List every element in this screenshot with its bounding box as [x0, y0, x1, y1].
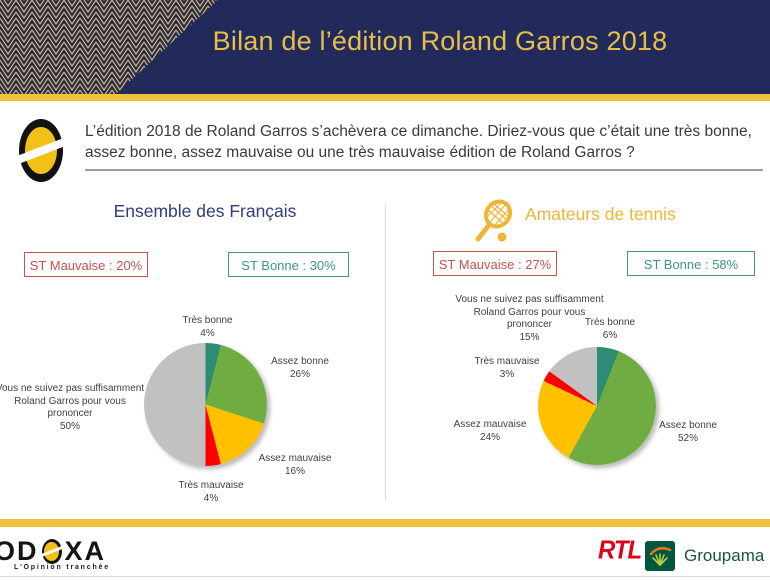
- pie-label-ne-suivez-pas: Vous ne suivez pas suffisamment Roland G…: [0, 383, 145, 432]
- pie-label-assez-mauvaise: Assez mauvaise 16%: [258, 453, 332, 477]
- panel-title-ensemble: Ensemble des Français: [113, 201, 297, 221]
- pie-label-ne-suivez-pas-2: Vous ne suivez pas suffisamment Roland G…: [455, 294, 604, 343]
- odoxa-logo-text-left: OD: [0, 536, 39, 566]
- pie-chart-amateurs: [538, 347, 656, 465]
- st-bonne-badge-amateurs: ST Bonne : 58%: [627, 251, 755, 276]
- survey-question: L’édition 2018 de Roland Garros s’achève…: [85, 123, 752, 161]
- rtl-logo: RTL: [598, 535, 642, 566]
- st-mauvaise-badge-amateurs: ST Mauvaise : 27%: [433, 251, 557, 276]
- pie-label-assez-mauvaise-2: Assez mauvaise 24%: [453, 419, 527, 443]
- pie-label-assez-bonne: Assez bonne 26%: [271, 356, 329, 380]
- tennis-racket-icon: [475, 199, 513, 242]
- odoxa-logo-o-icon: [38, 539, 65, 564]
- pie-chart-ensemble: [144, 343, 267, 466]
- groupama-logo-text: Groupama: [684, 546, 765, 565]
- pie-label-tres-mauvaise: Très mauvaise 4%: [178, 480, 244, 504]
- st-bonne-badge-ensemble: ST Bonne : 30%: [228, 252, 349, 277]
- odoxa-o-icon: [13, 119, 69, 182]
- herringbone-pattern-decoration: [0, 0, 218, 94]
- groupama-logo-icon: [645, 541, 675, 571]
- gold-divider-bar: [0, 94, 770, 101]
- footer-gold-bar: [0, 519, 770, 527]
- pie-label-assez-bonne-2: Assez bonne 52%: [659, 420, 717, 444]
- odoxa-logo: OD XA: [0, 536, 106, 567]
- odoxa-tagline: L'Opinion tranchée: [14, 564, 110, 571]
- bottom-border-line: [0, 576, 770, 577]
- odoxa-logo-text-right: XA: [64, 536, 107, 566]
- tennis-ball-icon: [497, 232, 507, 242]
- pie-label-tres-mauvaise-2: Très mauvaise 3%: [474, 356, 540, 380]
- pie-label-tres-bonne: Très bonne 4%: [182, 315, 233, 339]
- header: Bilan de l’édition Roland Garros 2018: [0, 0, 770, 94]
- panel-divider: [385, 205, 386, 500]
- question-underline: [85, 169, 763, 171]
- st-mauvaise-badge-ensemble: ST Mauvaise : 20%: [24, 252, 148, 277]
- panel-title-amateurs: Amateurs de tennis: [525, 204, 676, 224]
- pie-label-tres-bonne-2: Très bonne 6%: [584, 317, 636, 341]
- page-title: Bilan de l’édition Roland Garros 2018: [212, 26, 668, 56]
